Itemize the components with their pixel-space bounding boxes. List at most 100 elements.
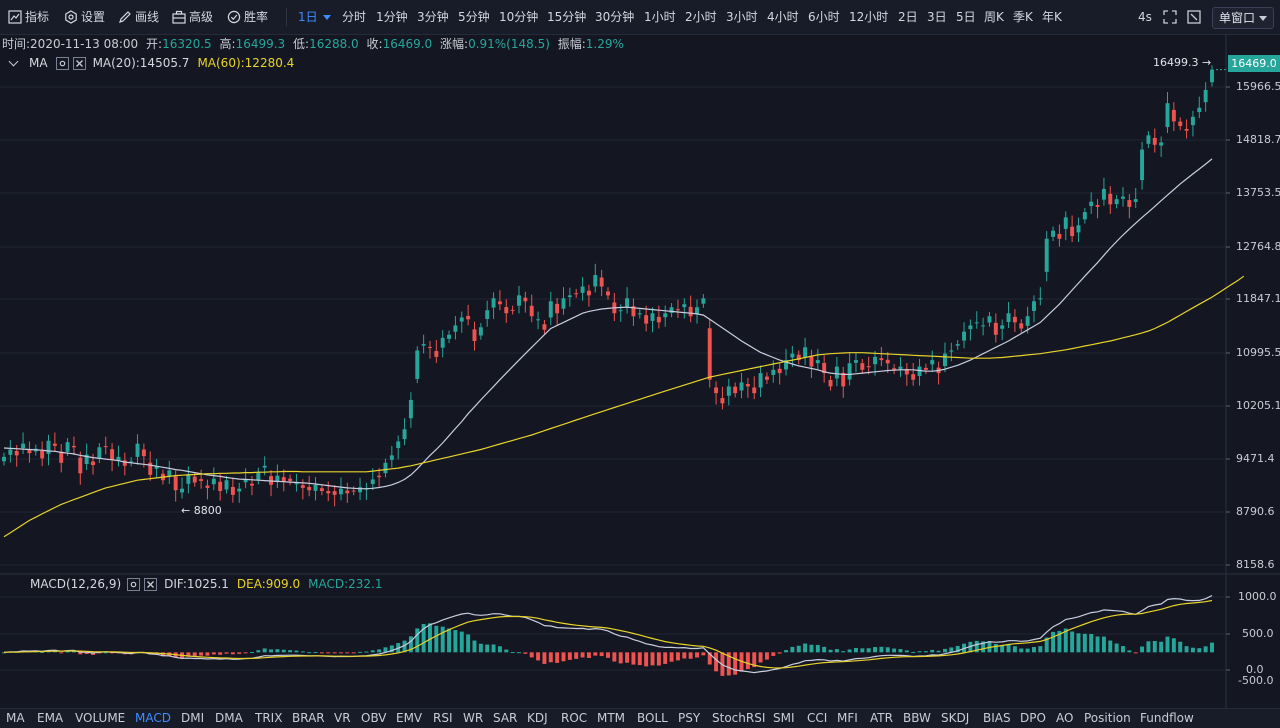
indicator-close-icon[interactable] xyxy=(72,56,86,70)
macd-histogram-bar xyxy=(160,652,165,657)
tab-kdj[interactable]: KDJ xyxy=(527,711,548,725)
tab-wr[interactable]: WR xyxy=(463,711,484,725)
fullscreen-icon[interactable] xyxy=(1163,10,1177,24)
candle-body xyxy=(230,486,235,495)
timeframe-5m[interactable]: 5分钟 xyxy=(458,10,490,24)
timeframe-6h[interactable]: 6小时 xyxy=(808,10,840,24)
price-axis-label: 10995.5 xyxy=(1236,346,1280,359)
macd-close-icon[interactable] xyxy=(144,577,158,591)
tab-fundflow[interactable]: Fundflow xyxy=(1140,711,1194,725)
timeframe-3d[interactable]: 3日 xyxy=(927,10,947,24)
price-axis-label: 10205.1 xyxy=(1236,399,1280,412)
macd-histogram-bar xyxy=(714,652,719,672)
draw-button[interactable]: 画线 xyxy=(118,9,159,25)
macd-histogram-bar xyxy=(1121,646,1125,653)
timeframe-quarter[interactable]: 季K xyxy=(1013,10,1033,24)
timeframe-1h[interactable]: 1小时 xyxy=(644,10,676,24)
tab-psy[interactable]: PSY xyxy=(678,711,701,725)
advanced-button[interactable]: 高级 xyxy=(172,9,213,25)
timeframe-year[interactable]: 年K xyxy=(1042,10,1062,24)
candle-body xyxy=(790,353,795,358)
timeframe-week[interactable]: 周K xyxy=(984,10,1004,24)
tab-brar[interactable]: BRAR xyxy=(292,711,325,725)
tab-smi[interactable]: SMI xyxy=(773,711,795,725)
candle-body xyxy=(21,443,26,449)
settings-button[interactable]: 设置 xyxy=(64,9,105,25)
tab-mfi[interactable]: MFI xyxy=(837,711,858,725)
macd-histogram-bar xyxy=(1012,646,1017,653)
timeframe-3m[interactable]: 3分钟 xyxy=(417,10,449,24)
timeframe-15m[interactable]: 15分钟 xyxy=(547,10,587,24)
tab-volume[interactable]: VOLUME xyxy=(75,711,126,725)
tab-vr[interactable]: VR xyxy=(334,711,351,725)
tab-skdj[interactable]: SKDJ xyxy=(941,711,970,725)
tab-atr[interactable]: ATR xyxy=(870,711,893,725)
macd-histogram-bar xyxy=(1076,633,1081,653)
macd-histogram-bar xyxy=(873,647,878,653)
tab-position[interactable]: Position xyxy=(1084,711,1131,725)
timeframe-5d[interactable]: 5日 xyxy=(956,10,976,24)
timeframe-2d[interactable]: 2日 xyxy=(898,10,918,24)
candle-body xyxy=(180,488,184,493)
tab-emv[interactable]: EMV xyxy=(396,711,423,725)
indicator-settings-icon[interactable] xyxy=(55,56,69,70)
tab-dmi[interactable]: DMI xyxy=(181,711,205,725)
macd-histogram-bar xyxy=(415,628,420,653)
tab-roc[interactable]: ROC xyxy=(561,711,588,725)
timeframe-2h[interactable]: 2小时 xyxy=(685,10,717,24)
tab-ema[interactable]: EMA xyxy=(37,711,64,725)
tab-cci[interactable]: CCI xyxy=(807,711,828,725)
tab-mtm[interactable]: MTM xyxy=(597,711,626,725)
candle-body xyxy=(644,315,649,324)
candle-body xyxy=(237,488,242,492)
timeframe-tick[interactable]: 分时 xyxy=(342,10,367,24)
tab-bbw[interactable]: BBW xyxy=(903,711,931,725)
tab-sar[interactable]: SAR xyxy=(493,711,518,725)
macd-histogram-bar xyxy=(974,640,979,653)
tab-trix[interactable]: TRIX xyxy=(255,711,283,725)
tab-ao[interactable]: AO xyxy=(1056,711,1074,725)
timeframe-1d[interactable]: 1日 xyxy=(298,9,331,25)
window-mode-select[interactable]: 单窗口 xyxy=(1212,7,1274,29)
tab-stochrsi[interactable]: StochRSI xyxy=(712,711,766,725)
candle-body xyxy=(955,344,960,346)
candle-body xyxy=(243,479,248,483)
candle-body xyxy=(1108,193,1113,205)
collapse-chevron-icon[interactable] xyxy=(8,56,19,67)
high-label: 高: xyxy=(219,37,236,51)
macd-settings-icon[interactable] xyxy=(127,577,141,591)
kline-chart[interactable] xyxy=(0,0,1280,708)
winrate-button[interactable]: 胜率 xyxy=(227,9,268,25)
tab-obv[interactable]: OBV xyxy=(361,711,387,725)
tab-ma[interactable]: MA xyxy=(6,711,25,725)
tab-dma[interactable]: DMA xyxy=(215,711,243,725)
tab-rsi[interactable]: RSI xyxy=(433,711,453,725)
macd-histogram-bar xyxy=(625,652,630,663)
tab-macd[interactable]: MACD xyxy=(135,711,171,725)
candle-body xyxy=(313,484,318,491)
candle-body xyxy=(453,325,458,332)
draw-label: 画线 xyxy=(135,10,160,24)
tab-bias[interactable]: BIAS xyxy=(983,711,1011,725)
macd-histogram-bar xyxy=(485,644,490,653)
macd-histogram-bar xyxy=(428,623,432,653)
timeframe-1m[interactable]: 1分钟 xyxy=(376,10,408,24)
timeframe-30m[interactable]: 30分钟 xyxy=(595,10,635,24)
macd-histogram-bar xyxy=(764,652,769,660)
expand-window-icon[interactable] xyxy=(1187,10,1201,24)
timeframe-10m[interactable]: 10分钟 xyxy=(499,10,539,24)
macd-histogram-bar xyxy=(383,647,388,653)
ma60-line xyxy=(3,275,1245,538)
macd-histogram-bar xyxy=(1032,647,1036,653)
timeframe-12h[interactable]: 12小时 xyxy=(849,10,889,24)
macd-histogram-bar xyxy=(281,649,286,653)
indicator-button[interactable]: 指标 xyxy=(8,9,49,25)
candle-body xyxy=(517,295,521,306)
timeframe-3h[interactable]: 3小时 xyxy=(726,10,758,24)
tab-boll[interactable]: BOLL xyxy=(637,711,668,725)
candle-body xyxy=(421,344,426,346)
timeframe-4h[interactable]: 4小时 xyxy=(767,10,799,24)
candle-body xyxy=(428,346,432,348)
tab-dpo[interactable]: DPO xyxy=(1020,711,1046,725)
macd-legend-name: MACD(12,26,9) xyxy=(30,577,122,591)
